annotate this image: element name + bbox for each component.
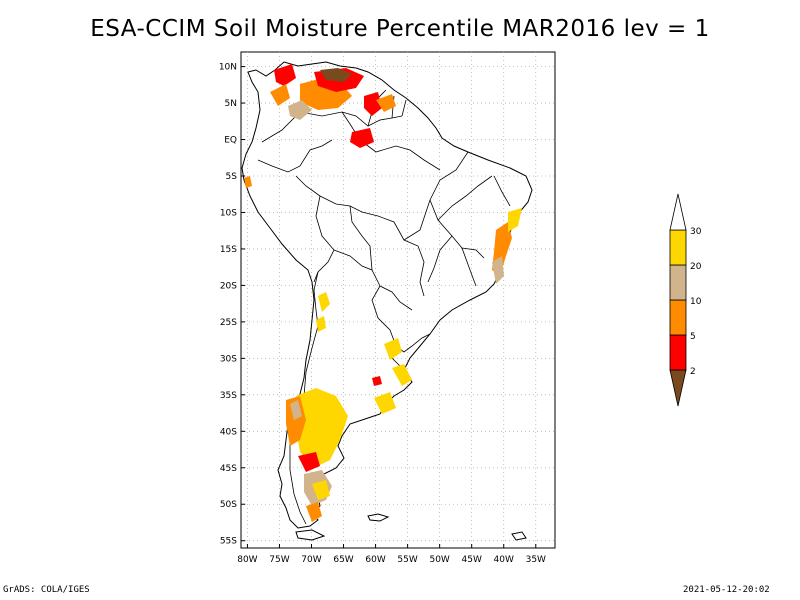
border-line: [427, 235, 453, 283]
colorbar-bin: [669, 229, 687, 266]
footer-credit: GrADS: COLA/IGES: [3, 585, 90, 595]
colorbar: 2 5 10 20 30: [669, 193, 702, 407]
soil-moisture-anomalies: [244, 64, 522, 522]
lat-tick-label: 30S: [220, 354, 237, 364]
lat-tick-label: 15S: [220, 245, 237, 255]
lat-tick-label: EQ: [224, 136, 237, 146]
percentile-area-20-30: [374, 392, 396, 414]
lat-tick-label: 50S: [220, 500, 237, 510]
percentile-area-10-20: [492, 256, 504, 284]
percentile-area-2-5: [298, 452, 320, 472]
border-line: [299, 111, 403, 127]
lat-tick-label: 10N: [219, 63, 237, 73]
percentile-area-2-5: [350, 128, 374, 148]
map-title: ESA-CCIM Soil Moisture Percentile MAR201…: [90, 16, 710, 42]
lat-tick-label: 20S: [220, 281, 237, 291]
falkland-islands: [367, 513, 390, 522]
percentile-area-20-30: [318, 292, 330, 312]
border-line: [349, 205, 373, 271]
island-marker: [511, 531, 527, 541]
percentile-area-20-30: [316, 316, 326, 332]
map-panel: 10N5NEQ5S10S15S20S25S30S35S40S45S50S55S …: [219, 51, 556, 565]
colorbar-bin: [669, 264, 687, 301]
border-line: [403, 151, 469, 241]
percentile-area-5-10: [306, 502, 322, 522]
lon-tick-label: 80W: [237, 555, 257, 565]
colorbar-bin-lowest: [669, 369, 687, 407]
border-line: [375, 145, 441, 171]
colorbar-bin: [669, 299, 687, 336]
percentile-area-10-20: [290, 400, 302, 420]
lat-tick-label: 5S: [226, 172, 238, 182]
border-line: [401, 99, 407, 117]
percentile-area-5-10: [270, 84, 290, 106]
lat-tick-label: 35S: [220, 391, 237, 401]
lon-tick-label: 75W: [269, 555, 289, 565]
tierra-del-fuego: [295, 529, 326, 541]
percentile-area-5-10: [376, 94, 396, 112]
lon-tick-label: 50W: [429, 555, 449, 565]
lat-tick-label: 55S: [220, 537, 237, 547]
lon-tick-label: 45W: [462, 555, 482, 565]
percentile-area-20-30: [296, 388, 348, 468]
lat-tick-label: 45S: [220, 464, 237, 474]
lon-tick-label: 55W: [397, 555, 417, 565]
lon-tick-label: 65W: [333, 555, 353, 565]
colorbar-label: 2: [690, 367, 696, 377]
colorbar-label: 10: [690, 297, 702, 307]
colorbar-bin: [669, 334, 687, 371]
border-line: [257, 139, 333, 173]
percentile-area-5-10: [244, 176, 252, 188]
border-line: [493, 175, 511, 207]
colorbar-label: 5: [690, 332, 696, 342]
colorbar-label: 20: [690, 262, 702, 272]
lat-tick-label: 10S: [220, 208, 237, 218]
percentile-area-20-30: [508, 208, 522, 232]
percentile-area-20-30: [384, 338, 402, 360]
colorbar-bin-highest: [669, 193, 687, 231]
continent-outline: [241, 61, 533, 529]
colorbar-label: 30: [690, 227, 702, 237]
border-line: [429, 199, 485, 259]
lon-tick-label: 35W: [526, 555, 546, 565]
border-line: [437, 175, 493, 221]
lat-tick-label: 25S: [220, 318, 237, 328]
percentile-area-20-30: [392, 364, 412, 386]
border-line: [333, 249, 413, 311]
percentile-area-10-20: [288, 100, 312, 120]
grid-lines: [241, 52, 555, 548]
footer-timestamp: 2021-05-12-20:02: [683, 585, 770, 595]
lat-tick-label: 40S: [220, 427, 237, 437]
percentile-area-2-5: [274, 64, 296, 86]
lat-tick-label: 5N: [225, 99, 237, 109]
coastline: [241, 61, 533, 541]
border-line: [461, 247, 477, 287]
lon-tick-label: 60W: [365, 555, 385, 565]
percentile-area-20-30: [312, 480, 330, 500]
longitude-labels: 80W 75W 70W 65W 60W 55W 50W 45W 40W 35W: [237, 544, 546, 565]
percentile-area-below-2: [320, 68, 352, 82]
percentile-area-2-5: [364, 92, 382, 116]
percentile-area-5-10: [286, 396, 306, 446]
lon-tick-label: 40W: [494, 555, 514, 565]
lon-tick-label: 70W: [301, 555, 321, 565]
latitude-labels: 10N 5N EQ 5S 10S 15S 20S 25S 30S 35S 40S 45S 50S 55S: [219, 63, 245, 547]
percentile-area-2-5: [372, 376, 382, 386]
